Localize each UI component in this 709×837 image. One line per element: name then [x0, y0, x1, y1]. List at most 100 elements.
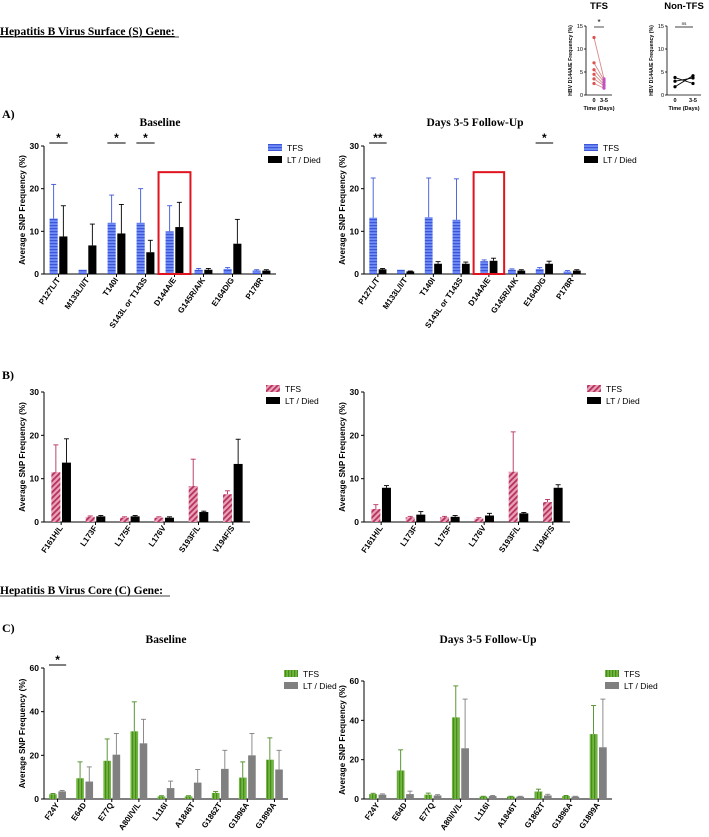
- x-tick-label: E64D: [69, 801, 88, 823]
- chart-b-baseline: Average SNP Frequency (%) 0 10 20 30 F161H/L L…: [18, 384, 319, 555]
- significance-marker: *: [55, 653, 60, 667]
- bar-tfs: [507, 796, 515, 799]
- legend-swatch-tfs: [587, 385, 601, 392]
- subject-point: [592, 72, 596, 76]
- x-tick-label: A80I/V/L: [439, 801, 465, 832]
- bar-tfs: [508, 269, 516, 274]
- chart-a-followup: Days 3-5 Follow-Up Average SNP Frequency …: [338, 117, 637, 330]
- bar-tfs: [543, 502, 553, 522]
- panel-label-c: C): [2, 621, 15, 635]
- bar-tfs: [563, 271, 572, 274]
- bar-tfs: [165, 231, 174, 274]
- x-tick-label: P127L/T: [357, 276, 382, 306]
- x-tick-label: E164D/G: [522, 276, 548, 308]
- chart-legend: TFS LT / Died: [584, 143, 637, 165]
- bar-tfs: [252, 270, 261, 274]
- legend-label: LT / Died: [606, 396, 640, 406]
- x-tick-label: 3-5: [600, 98, 608, 104]
- y-tick-label: 60: [350, 676, 360, 686]
- x-tick-label: E77Q: [417, 801, 436, 823]
- subject-point: [673, 79, 677, 83]
- bar-tfs: [188, 486, 198, 522]
- x-tick-label: L173F: [399, 524, 420, 548]
- y-tick-label: 30: [30, 141, 40, 151]
- y-tick-label: 0: [34, 269, 39, 279]
- bar-lt-died: [416, 514, 426, 522]
- panel-label-a: A): [2, 107, 15, 121]
- chart-title: Days 3-5 Follow-Up: [426, 117, 523, 129]
- y-tick-label: 10: [658, 47, 664, 53]
- x-tick-label: L175F: [433, 524, 454, 548]
- y-axis-label: HBV D144A/E Frequency (%): [568, 25, 574, 96]
- significance-marker: **: [373, 131, 383, 145]
- x-tick-label: T140I: [101, 276, 120, 298]
- bar-lt-died: [112, 754, 121, 799]
- subject-point: [691, 81, 695, 86]
- bar-lt-died: [61, 462, 71, 522]
- bar-lt-died: [199, 512, 209, 522]
- chart-title: Baseline: [146, 634, 187, 646]
- y-tick-label: 20: [30, 750, 40, 760]
- y-axis-label: HBV D144A/E Frequency (%): [649, 25, 655, 96]
- bar-lt-died: [488, 796, 497, 799]
- subject-line: [593, 37, 605, 80]
- x-tick-label: A80I/V/L: [117, 801, 143, 832]
- x-tick-label: G1896A: [550, 801, 575, 831]
- bar-tfs: [452, 219, 461, 274]
- x-tick-label: L176V: [147, 523, 168, 548]
- bar-tfs: [405, 517, 415, 522]
- bar-lt-died: [545, 263, 553, 274]
- chart-legend: TFS LT / Died: [268, 143, 321, 165]
- x-tick-label: L176V: [467, 523, 488, 548]
- y-tick-label: 30: [30, 387, 40, 397]
- bar-lt-died: [406, 794, 414, 799]
- y-tick-label: 5: [580, 70, 583, 76]
- subject-point: [592, 35, 596, 40]
- bar-tfs: [49, 794, 57, 799]
- subject-line: [674, 75, 694, 88]
- x-tick-label: D144A/E: [467, 275, 493, 307]
- subject-point: [691, 76, 695, 80]
- y-axis-label: Average SNP Frequency (%): [338, 685, 347, 795]
- y-axis-label: Average SNP Frequency (%): [18, 402, 27, 512]
- significance-marker: *: [597, 18, 600, 27]
- chart-legend: TFS LT / Died: [266, 384, 319, 406]
- bar-lt-died: [572, 270, 581, 274]
- subject-point: [673, 75, 677, 80]
- bar-tfs: [184, 796, 193, 799]
- x-axis-label: Time (Days): [668, 106, 699, 112]
- x-tick-label: S193F/L: [177, 524, 202, 554]
- subject-line: [593, 69, 605, 83]
- y-axis-label: Average SNP Frequency (%): [338, 402, 347, 512]
- core-gene-heading: Hepatitis B Virus Core (C) Gene:: [0, 585, 163, 597]
- x-tick-label: L173F: [79, 524, 100, 548]
- y-tick-label: 10: [350, 226, 360, 236]
- bar-tfs: [424, 217, 433, 274]
- y-tick-label: 0: [354, 517, 359, 527]
- chart-inset-tfs: TFS HBV D144A/E Frequency (%) 0 5 10 15 0 3-5 Ti…: [568, 1, 615, 112]
- bar-tfs: [76, 778, 84, 799]
- y-tick-label: 0: [661, 93, 664, 99]
- legend-swatch-tfs: [268, 144, 282, 151]
- y-tick-label: 20: [30, 430, 40, 440]
- bar-tfs: [440, 517, 450, 522]
- subject-point: [592, 81, 596, 86]
- chart-legend: TFS LT / Died: [587, 384, 640, 406]
- bar-tfs: [451, 717, 460, 799]
- legend-swatch-lt-died: [605, 682, 619, 689]
- x-tick-label: F24Y: [43, 800, 62, 821]
- bar-tfs: [85, 516, 95, 522]
- legend-label: TFS: [603, 143, 619, 153]
- bar-lt-died: [175, 227, 184, 274]
- legend-label: LT / Died: [603, 155, 637, 165]
- x-tick-label: F161H/L: [360, 524, 385, 555]
- x-tick-label: G1899A: [577, 801, 602, 831]
- x-tick-label: T140I: [418, 276, 437, 298]
- bar-lt-died: [461, 263, 470, 274]
- significance-marker: *: [56, 131, 61, 145]
- chart-title: Non-TFS: [664, 1, 704, 12]
- chart-c-baseline: Baseline Average SNP Frequency (%) 0 20 40 60…: [18, 634, 337, 832]
- bar-lt-died: [599, 747, 607, 799]
- bar-lt-died: [262, 270, 271, 274]
